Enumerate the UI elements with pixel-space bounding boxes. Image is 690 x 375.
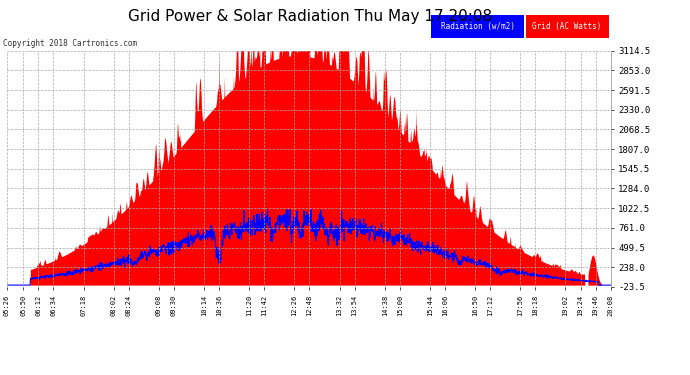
Text: Grid Power & Solar Radiation Thu May 17 20:08: Grid Power & Solar Radiation Thu May 17 … — [128, 9, 493, 24]
Text: Copyright 2018 Cartronics.com: Copyright 2018 Cartronics.com — [3, 39, 137, 48]
Text: Grid (AC Watts): Grid (AC Watts) — [533, 22, 602, 31]
Text: Radiation (w/m2): Radiation (w/m2) — [441, 22, 515, 31]
